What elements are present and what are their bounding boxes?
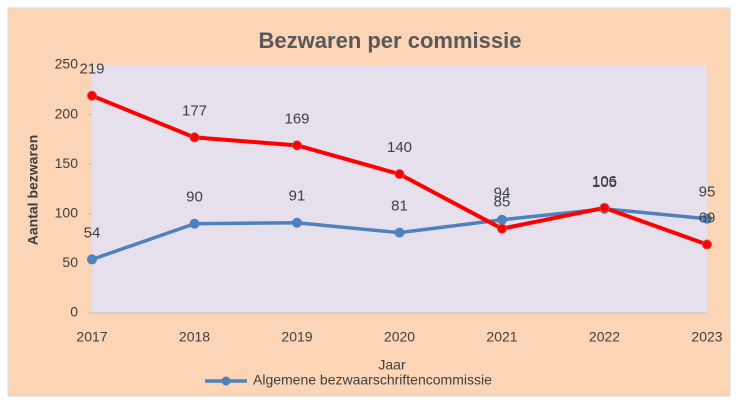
x-tick-label: 2019	[281, 329, 312, 345]
data-label: 219	[79, 61, 104, 78]
y-tick-label: 0	[70, 304, 78, 320]
x-tick-label: 2017	[76, 329, 107, 345]
x-axis-title: Jaar	[378, 357, 406, 373]
data-point	[394, 227, 405, 238]
data-label: 177	[182, 102, 207, 119]
y-tick-label: 50	[62, 254, 78, 270]
plot-area	[92, 65, 707, 313]
data-point	[292, 217, 302, 228]
data-label: 95	[699, 184, 716, 201]
legend-label: Algemene bezwaarschriftencommissie	[253, 372, 492, 388]
data-label: 90	[186, 189, 203, 206]
x-tick-label: 2022	[589, 329, 620, 345]
data-label: 105	[592, 174, 617, 191]
data-point	[702, 239, 712, 250]
data-label: 91	[289, 188, 306, 205]
x-tick-label: 2021	[486, 329, 517, 345]
data-point	[599, 202, 610, 213]
x-tick-label: 2020	[384, 329, 415, 345]
data-point	[189, 132, 200, 143]
data-label: 169	[284, 110, 309, 127]
y-tick-label: 100	[55, 205, 79, 221]
data-label: 106	[592, 173, 617, 190]
data-point	[189, 218, 200, 229]
data-point	[497, 214, 507, 225]
data-label: 54	[84, 224, 101, 241]
x-tick-label: 2023	[691, 329, 722, 345]
data-point	[394, 169, 405, 180]
data-label: 69	[699, 210, 716, 227]
data-label: 81	[391, 198, 408, 215]
y-tick-label: 150	[55, 155, 79, 171]
data-label: 140	[387, 139, 412, 156]
data-point	[87, 254, 97, 265]
data-point	[702, 213, 712, 224]
data-point	[292, 140, 302, 151]
y-tick-label: 250	[55, 56, 79, 72]
x-tick-label: 2018	[179, 329, 210, 345]
data-point	[497, 223, 507, 234]
data-label: 85	[494, 194, 511, 211]
y-tick-label: 200	[55, 105, 79, 121]
data-label: 94	[494, 185, 511, 202]
legend-marker	[221, 376, 231, 386]
y-axis-title: Aantal bezwaren	[25, 135, 41, 245]
chart-title: Bezwaren per commissie	[259, 28, 522, 53]
data-point	[87, 90, 97, 101]
